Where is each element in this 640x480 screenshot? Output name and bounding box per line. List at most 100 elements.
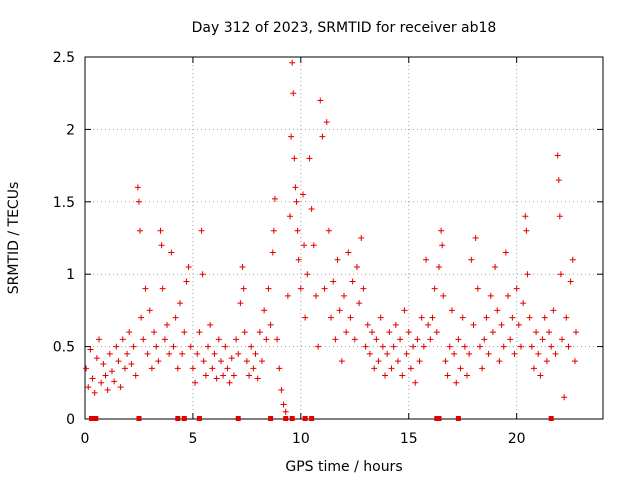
x-tick-label: 0 [81, 431, 90, 447]
data-point [573, 329, 580, 336]
data-point [466, 350, 473, 357]
data-point [220, 372, 227, 379]
y-axis-label: SRMTID / TECUs [6, 182, 22, 295]
chart-title: Day 312 of 2023, SRMTID for receiver ab1… [192, 20, 497, 36]
data-point [226, 379, 233, 386]
bottom-marker [268, 416, 274, 421]
y-tick-label: 2 [66, 122, 75, 138]
data-point [507, 336, 514, 343]
data-point [420, 343, 427, 350]
data-point [543, 358, 550, 365]
data-point [140, 336, 147, 343]
bottom-marker [196, 416, 202, 421]
data-point [240, 285, 247, 292]
data-point [291, 155, 298, 162]
data-point [433, 329, 440, 336]
data-point [485, 350, 492, 357]
data-point [557, 271, 564, 278]
bottom-marker [302, 416, 308, 421]
data-point [91, 389, 98, 396]
data-point [427, 336, 434, 343]
data-point [292, 184, 299, 191]
data-point [302, 314, 309, 321]
data-point [505, 292, 512, 299]
data-point [237, 300, 244, 307]
data-point [202, 372, 209, 379]
data-point [487, 292, 494, 299]
data-point [304, 271, 311, 278]
data-point [250, 365, 257, 372]
data-point [295, 256, 302, 263]
data-point [341, 292, 347, 299]
data-point [349, 278, 356, 285]
data-point [148, 365, 155, 372]
data-point [222, 343, 229, 350]
data-point [412, 379, 419, 386]
data-point [137, 227, 144, 234]
data-point [293, 198, 300, 205]
data-point [117, 384, 124, 391]
data-point [537, 372, 544, 379]
data-point [489, 329, 496, 336]
data-point [336, 307, 343, 314]
data-point [252, 350, 259, 357]
data-point [397, 336, 404, 343]
data-point [168, 249, 175, 256]
data-point [394, 358, 401, 365]
data-point [207, 321, 214, 328]
bottom-marker [88, 416, 94, 421]
data-point [126, 329, 133, 336]
data-point [494, 307, 501, 314]
data-point [459, 314, 466, 321]
data-point [515, 321, 522, 328]
bottom-marker [436, 416, 442, 421]
data-point [366, 350, 373, 357]
y-tick-label: 0.5 [53, 340, 75, 356]
data-point [343, 329, 350, 336]
data-point [215, 336, 222, 343]
data-point [87, 346, 94, 353]
data-point [284, 292, 291, 299]
data-point [164, 321, 171, 328]
data-point [509, 314, 516, 321]
data-point [85, 384, 92, 391]
data-point [392, 321, 399, 328]
data-point [108, 368, 115, 375]
data-point [317, 97, 324, 104]
bottom-marker [235, 416, 241, 421]
data-points [83, 59, 580, 415]
bottom-marker [309, 416, 315, 421]
data-point [254, 375, 261, 382]
data-point [470, 321, 477, 328]
data-point [429, 314, 436, 321]
data-point [192, 379, 199, 386]
data-point [261, 307, 268, 314]
data-point [194, 350, 201, 357]
data-point [271, 195, 278, 202]
data-point [439, 242, 446, 249]
data-point [569, 256, 576, 263]
data-point [461, 343, 468, 350]
data-point [455, 336, 462, 343]
data-point [520, 300, 527, 307]
data-point [265, 285, 272, 292]
data-point [483, 314, 490, 321]
bottom-marker [548, 416, 554, 421]
data-point [481, 336, 488, 343]
data-point [115, 358, 122, 365]
data-point [224, 365, 231, 372]
data-point [230, 372, 237, 379]
data-point [502, 249, 509, 256]
data-point [89, 375, 96, 382]
data-point [111, 378, 118, 385]
data-point [274, 336, 281, 343]
data-point [332, 336, 339, 343]
data-point [276, 365, 283, 372]
data-point [474, 285, 481, 292]
data-point [382, 372, 389, 379]
data-point [217, 358, 224, 365]
data-point [297, 285, 304, 292]
bottom-marker [136, 416, 142, 421]
data-point [269, 249, 276, 256]
data-point [211, 350, 218, 357]
